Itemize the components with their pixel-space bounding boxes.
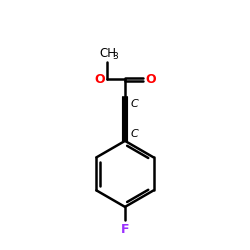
Text: 3: 3	[112, 52, 118, 61]
Text: C: C	[130, 128, 138, 138]
Text: F: F	[121, 223, 129, 236]
Text: O: O	[145, 73, 156, 86]
Text: C: C	[130, 99, 138, 109]
Text: O: O	[95, 73, 106, 86]
Text: CH: CH	[99, 47, 116, 60]
